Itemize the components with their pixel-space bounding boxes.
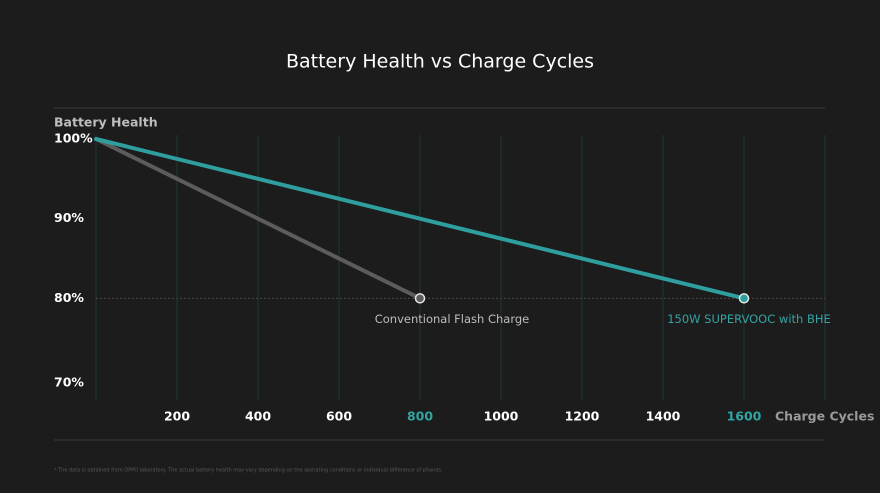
y-tick-label: 100% xyxy=(54,131,93,146)
end-marker xyxy=(414,293,426,304)
y-axis-label: Battery Health xyxy=(54,115,158,130)
series-line xyxy=(94,137,422,301)
x-tick-label: 1200 xyxy=(565,409,600,424)
series-line xyxy=(94,137,746,301)
end-marker xyxy=(738,293,750,304)
chart-title: Battery Health vs Charge Cycles xyxy=(286,51,594,73)
x-tick-label: 1000 xyxy=(484,409,519,424)
series-label: Conventional Flash Charge xyxy=(375,312,530,326)
y-tick-label: 90% xyxy=(54,210,84,225)
x-tick-label: 1400 xyxy=(646,409,681,424)
y-tick-label: 70% xyxy=(54,375,84,390)
x-tick-label: 1600 xyxy=(727,409,762,424)
x-tick-label: 800 xyxy=(407,409,433,424)
x-axis-label: Charge Cycles xyxy=(775,409,874,424)
y-tick-label: 80% xyxy=(54,290,84,305)
x-tick-label: 600 xyxy=(326,409,352,424)
x-tick-label: 400 xyxy=(245,409,271,424)
series-label: 150W SUPERVOOC with BHE xyxy=(667,312,831,326)
x-tick-label: 200 xyxy=(164,409,190,424)
footnote: * The data is obtained from OPPO laborat… xyxy=(54,468,443,474)
